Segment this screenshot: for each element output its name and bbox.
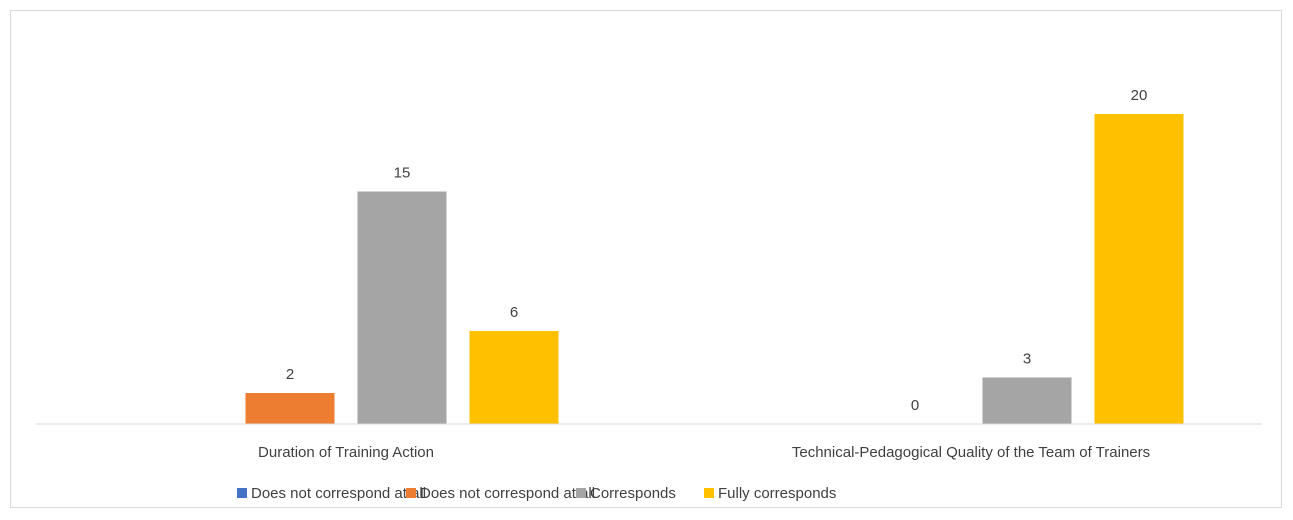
bar-0-3 bbox=[469, 331, 559, 424]
legend-label-2: Corresponds bbox=[590, 485, 676, 502]
data-label-0-3: 6 bbox=[510, 304, 518, 321]
legend-swatch-2 bbox=[576, 488, 586, 498]
data-label-1-1: 0 bbox=[911, 397, 919, 414]
data-label-1-3: 20 bbox=[1131, 87, 1148, 104]
legend-label-0: Does not correspond at all bbox=[251, 485, 426, 502]
legend-swatch-3 bbox=[704, 488, 714, 498]
bars-layer bbox=[245, 114, 1184, 424]
category-label-1: Technical-Pedagogical Quality of the Tea… bbox=[792, 444, 1150, 461]
data-label-1-2: 3 bbox=[1023, 351, 1031, 368]
data-label-0-1: 2 bbox=[286, 366, 294, 383]
legend-label-3: Fully corresponds bbox=[718, 485, 836, 502]
legend-label-1: Does not correspond at all bbox=[420, 485, 595, 502]
legend-swatch-0 bbox=[237, 488, 247, 498]
legend-swatch-1 bbox=[406, 488, 416, 498]
bar-0-2 bbox=[357, 191, 447, 424]
chart-frame bbox=[10, 10, 1282, 508]
category-labels: Duration of Training Action Technical-Ped… bbox=[258, 444, 1150, 461]
bar-0-1 bbox=[245, 393, 335, 424]
data-label-0-2: 15 bbox=[394, 165, 411, 182]
labels-layer: 2 15 6 0 3 20 bbox=[286, 87, 1148, 414]
bar-1-2 bbox=[982, 377, 1072, 424]
category-label-0: Duration of Training Action bbox=[258, 444, 434, 461]
bar-1-3 bbox=[1094, 114, 1184, 424]
